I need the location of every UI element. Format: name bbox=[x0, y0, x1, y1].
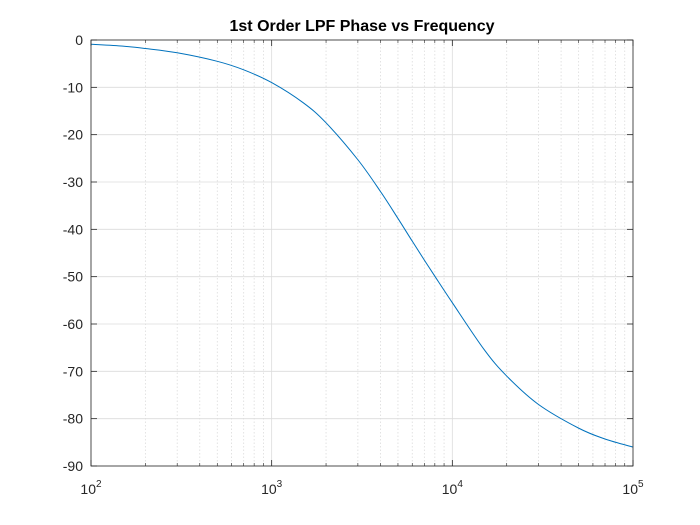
phase-series-line bbox=[90, 43, 634, 448]
y-tick-label: -40 bbox=[63, 221, 83, 237]
x-tick-label: 104 bbox=[442, 479, 464, 497]
y-tick-label: -60 bbox=[63, 316, 83, 332]
y-tick-label: -70 bbox=[63, 363, 83, 379]
x-tick-label: 105 bbox=[622, 479, 644, 497]
y-tick-label: -20 bbox=[63, 127, 83, 143]
y-tick-label: 0 bbox=[75, 32, 83, 48]
series-layer bbox=[90, 43, 634, 448]
y-tick-label: -10 bbox=[63, 79, 83, 95]
y-tick-labels: 0 -10 -20 -30 -40 -50 -60 -70 -80 -90 bbox=[63, 32, 83, 474]
x-tick-label: 103 bbox=[261, 479, 283, 497]
x-tick-labels: 102 103 104 105 bbox=[80, 479, 644, 497]
ticks-layer bbox=[90, 39, 634, 467]
y-tick-label: -30 bbox=[63, 174, 83, 190]
y-tick-label: -50 bbox=[63, 269, 83, 285]
x-tick-label: 102 bbox=[80, 479, 102, 497]
grid-layer bbox=[90, 39, 634, 467]
y-tick-label: -80 bbox=[63, 411, 83, 427]
y-tick-label: -90 bbox=[63, 458, 83, 474]
chart-title: 1st Order LPF Phase vs Frequency bbox=[230, 18, 495, 35]
axes-box bbox=[90, 39, 634, 467]
